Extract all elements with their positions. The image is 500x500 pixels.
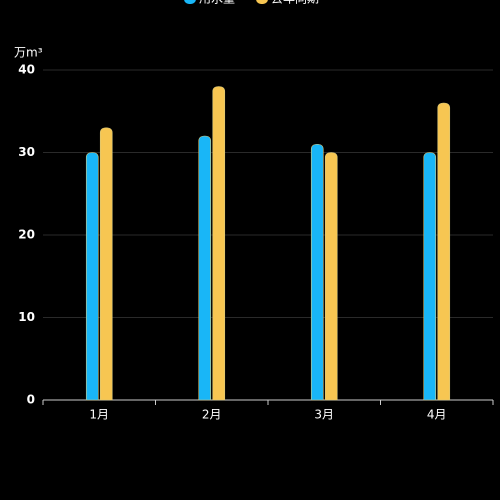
bar	[198, 135, 212, 401]
legend-label: 去年同期	[271, 0, 319, 6]
y-tick-label: 0	[27, 393, 35, 407]
bar	[212, 86, 226, 401]
legend-label: 用水量	[199, 0, 235, 6]
legend-marker	[256, 0, 268, 4]
x-tick-label: 4月	[427, 408, 447, 422]
bar	[437, 102, 451, 401]
x-tick-label: 1月	[89, 408, 109, 422]
bar	[310, 143, 324, 401]
y-axis-label: 万m³	[14, 46, 43, 60]
y-tick-label: 40	[18, 63, 35, 77]
bar	[324, 152, 338, 401]
y-tick-label: 10	[18, 310, 35, 324]
bar	[423, 152, 437, 401]
x-tick-label: 2月	[202, 408, 222, 422]
bar	[99, 127, 113, 401]
bar	[85, 152, 99, 401]
legend-marker	[184, 0, 196, 4]
y-tick-label: 30	[18, 145, 35, 159]
x-tick-label: 3月	[314, 408, 334, 422]
y-tick-label: 20	[18, 228, 35, 242]
